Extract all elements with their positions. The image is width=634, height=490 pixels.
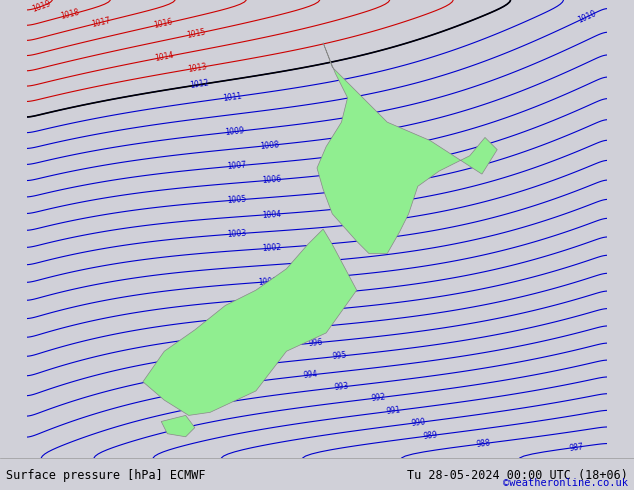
Text: 997: 997 xyxy=(289,323,304,334)
Text: 1003: 1003 xyxy=(226,229,247,239)
Polygon shape xyxy=(161,416,195,437)
Text: 998: 998 xyxy=(266,309,281,319)
Text: 1007: 1007 xyxy=(226,161,247,171)
Text: 1006: 1006 xyxy=(261,175,281,185)
Text: 1017: 1017 xyxy=(90,16,111,29)
Text: 1005: 1005 xyxy=(226,195,247,205)
Text: 992: 992 xyxy=(370,392,386,403)
Text: 1016: 1016 xyxy=(152,18,173,30)
Text: ©weatheronline.co.uk: ©weatheronline.co.uk xyxy=(503,478,628,489)
Polygon shape xyxy=(317,43,497,253)
Text: 1018: 1018 xyxy=(60,8,81,21)
Polygon shape xyxy=(143,229,357,416)
Text: 990: 990 xyxy=(411,417,427,428)
Text: 1012: 1012 xyxy=(190,79,210,91)
Text: 995: 995 xyxy=(332,351,347,362)
Text: 1011: 1011 xyxy=(223,92,243,103)
Text: 1002: 1002 xyxy=(261,243,281,253)
Text: 989: 989 xyxy=(423,430,438,441)
Text: 1014: 1014 xyxy=(155,51,175,63)
Text: 993: 993 xyxy=(333,382,349,392)
Text: 1004: 1004 xyxy=(261,209,281,220)
Text: Tu 28-05-2024 00:00 UTC (18+06): Tu 28-05-2024 00:00 UTC (18+06) xyxy=(407,469,628,482)
Text: 1019: 1019 xyxy=(31,0,53,14)
Text: 987: 987 xyxy=(568,442,584,453)
Text: 1009: 1009 xyxy=(224,126,245,137)
Text: Surface pressure [hPa] ECMWF: Surface pressure [hPa] ECMWF xyxy=(6,469,206,482)
Text: 1001: 1001 xyxy=(294,257,314,268)
Text: 991: 991 xyxy=(386,406,401,416)
Text: 1015: 1015 xyxy=(185,27,206,40)
Text: 1008: 1008 xyxy=(259,140,280,151)
Text: 996: 996 xyxy=(308,338,324,348)
Text: 988: 988 xyxy=(476,439,491,449)
Text: 999: 999 xyxy=(293,291,308,301)
Text: 1013: 1013 xyxy=(188,62,208,74)
Text: 1010: 1010 xyxy=(576,9,598,24)
Text: 994: 994 xyxy=(302,370,318,380)
Text: 1000: 1000 xyxy=(257,277,278,287)
